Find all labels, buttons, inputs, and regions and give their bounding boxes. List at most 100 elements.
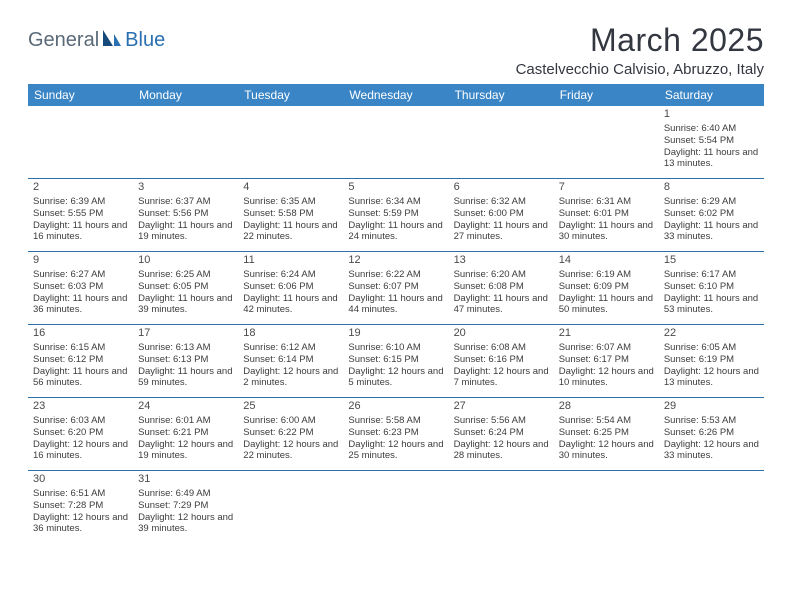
day-number: 30 <box>33 473 128 487</box>
day-cell: 1Sunrise: 6:40 AMSunset: 5:54 PMDaylight… <box>659 106 764 178</box>
day-cell: 22Sunrise: 6:05 AMSunset: 6:19 PMDayligh… <box>659 325 764 397</box>
daylight-line: Daylight: 12 hours and 19 minutes. <box>138 439 233 463</box>
day-number: 29 <box>664 400 759 414</box>
week-row: 23Sunrise: 6:03 AMSunset: 6:20 PMDayligh… <box>28 398 764 471</box>
day-number: 20 <box>454 327 549 341</box>
sunrise-line: Sunrise: 6:39 AM <box>33 196 128 208</box>
sunset-line: Sunset: 5:55 PM <box>33 208 128 220</box>
day-header: Tuesday <box>238 84 343 106</box>
sunset-line: Sunset: 6:00 PM <box>454 208 549 220</box>
sunrise-line: Sunrise: 6:51 AM <box>33 488 128 500</box>
sunrise-line: Sunrise: 6:08 AM <box>454 342 549 354</box>
day-cell: 31Sunrise: 6:49 AMSunset: 7:29 PMDayligh… <box>133 471 238 543</box>
daylight-line: Daylight: 12 hours and 30 minutes. <box>559 439 654 463</box>
empty-cell <box>554 106 659 178</box>
day-cell: 9Sunrise: 6:27 AMSunset: 6:03 PMDaylight… <box>28 252 133 324</box>
day-number: 1 <box>664 108 759 122</box>
week-row: 30Sunrise: 6:51 AMSunset: 7:28 PM Dayligh… <box>28 471 764 543</box>
daylight-line: Daylight: 11 hours and 22 minutes. <box>243 220 338 244</box>
sunrise-line: Sunrise: 6:40 AM <box>664 123 759 135</box>
day-header: Thursday <box>449 84 554 106</box>
daylight-line: Daylight: 12 hours and 39 minutes. <box>138 512 233 536</box>
day-number: 14 <box>559 254 654 268</box>
day-cell: 11Sunrise: 6:24 AMSunset: 6:06 PMDayligh… <box>238 252 343 324</box>
sunset-line: Sunset: 5:56 PM <box>138 208 233 220</box>
daylight-line: Daylight: 11 hours and 44 minutes. <box>348 293 443 317</box>
daylight-line: Daylight: 11 hours and 16 minutes. <box>33 220 128 244</box>
sunset-line: Sunset: 6:26 PM <box>664 427 759 439</box>
calendar-page: General Blue March 2025 Castelvecchio Ca… <box>0 0 792 553</box>
day-cell: 6Sunrise: 6:32 AMSunset: 6:00 PMDaylight… <box>449 179 554 251</box>
sunset-line: Sunset: 6:22 PM <box>243 427 338 439</box>
daylight-line: Daylight: 11 hours and 13 minutes. <box>664 147 759 171</box>
sunset-line: Sunset: 6:05 PM <box>138 281 233 293</box>
sunrise-line: Sunrise: 6:03 AM <box>33 415 128 427</box>
day-header: Friday <box>554 84 659 106</box>
day-number: 17 <box>138 327 233 341</box>
sunrise-line: Sunrise: 6:19 AM <box>559 269 654 281</box>
day-cell: 8Sunrise: 6:29 AMSunset: 6:02 PMDaylight… <box>659 179 764 251</box>
daylight-line: Daylight: 12 hours and 10 minutes. <box>559 366 654 390</box>
sunrise-line: Sunrise: 6:37 AM <box>138 196 233 208</box>
sunset-line: Sunset: 6:24 PM <box>454 427 549 439</box>
day-cell: 20Sunrise: 6:08 AMSunset: 6:16 PMDayligh… <box>449 325 554 397</box>
empty-cell <box>449 106 554 178</box>
daylight-line: Daylight: 12 hours and 33 minutes. <box>664 439 759 463</box>
sunrise-line: Sunrise: 6:49 AM <box>138 488 233 500</box>
sunset-line: Sunset: 6:17 PM <box>559 354 654 366</box>
daylight-line: Daylight: 12 hours and 2 minutes. <box>243 366 338 390</box>
sunrise-line: Sunrise: 6:01 AM <box>138 415 233 427</box>
day-cell: 7Sunrise: 6:31 AMSunset: 6:01 PMDaylight… <box>554 179 659 251</box>
daylight-line: Daylight: 12 hours and 7 minutes. <box>454 366 549 390</box>
daylight-line: Daylight: 11 hours and 39 minutes. <box>138 293 233 317</box>
sunrise-line: Sunrise: 5:53 AM <box>664 415 759 427</box>
week-row: 16Sunrise: 6:15 AMSunset: 6:12 PMDayligh… <box>28 325 764 398</box>
week-row: 9Sunrise: 6:27 AMSunset: 6:03 PMDaylight… <box>28 252 764 325</box>
daylight-line: Daylight: 12 hours and 28 minutes. <box>454 439 549 463</box>
day-number: 2 <box>33 181 128 195</box>
day-header: Wednesday <box>343 84 448 106</box>
sunrise-line: Sunrise: 6:05 AM <box>664 342 759 354</box>
sunset-line: Sunset: 6:14 PM <box>243 354 338 366</box>
day-cell: 4Sunrise: 6:35 AMSunset: 5:58 PMDaylight… <box>238 179 343 251</box>
sunrise-line: Sunrise: 6:07 AM <box>559 342 654 354</box>
sunset-line: Sunset: 6:02 PM <box>664 208 759 220</box>
day-number: 21 <box>559 327 654 341</box>
daylight-line: Daylight: 11 hours and 27 minutes. <box>454 220 549 244</box>
empty-cell <box>343 106 448 178</box>
sunset-line: Sunset: 6:20 PM <box>33 427 128 439</box>
empty-cell <box>133 106 238 178</box>
day-cell: 17Sunrise: 6:13 AMSunset: 6:13 PMDayligh… <box>133 325 238 397</box>
day-cell: 3Sunrise: 6:37 AMSunset: 5:56 PMDaylight… <box>133 179 238 251</box>
day-number: 15 <box>664 254 759 268</box>
daylight-line: Daylight: 12 hours and 16 minutes. <box>33 439 128 463</box>
day-cell: 2Sunrise: 6:39 AMSunset: 5:55 PMDaylight… <box>28 179 133 251</box>
location-subtitle: Castelvecchio Calvisio, Abruzzo, Italy <box>516 61 764 78</box>
sunset-line: Sunset: 6:06 PM <box>243 281 338 293</box>
day-number: 5 <box>348 181 443 195</box>
logo-text-general: General <box>28 29 99 52</box>
daylight-line: Daylight: 12 hours and 22 minutes. <box>243 439 338 463</box>
sunrise-line: Sunrise: 6:25 AM <box>138 269 233 281</box>
sunrise-line: Sunrise: 6:22 AM <box>348 269 443 281</box>
daylight-line: Daylight: 11 hours and 30 minutes. <box>559 220 654 244</box>
sunrise-line: Sunrise: 6:24 AM <box>243 269 338 281</box>
day-cell: 28Sunrise: 5:54 AMSunset: 6:25 PMDayligh… <box>554 398 659 470</box>
empty-cell <box>449 471 554 543</box>
sunrise-line: Sunrise: 6:20 AM <box>454 269 549 281</box>
calendar-grid: SundayMondayTuesdayWednesdayThursdayFrid… <box>28 84 764 543</box>
empty-cell <box>238 471 343 543</box>
day-number: 19 <box>348 327 443 341</box>
sunset-line: Sunset: 6:10 PM <box>664 281 759 293</box>
day-number: 22 <box>664 327 759 341</box>
day-number: 4 <box>243 181 338 195</box>
sunrise-line: Sunrise: 6:35 AM <box>243 196 338 208</box>
day-number: 27 <box>454 400 549 414</box>
sunset-line: Sunset: 6:07 PM <box>348 281 443 293</box>
sunrise-line: Sunrise: 5:56 AM <box>454 415 549 427</box>
sunrise-line: Sunrise: 6:34 AM <box>348 196 443 208</box>
daylight-line: Daylight: 11 hours and 53 minutes. <box>664 293 759 317</box>
day-cell: 13Sunrise: 6:20 AMSunset: 6:08 PMDayligh… <box>449 252 554 324</box>
day-cell: 23Sunrise: 6:03 AMSunset: 6:20 PMDayligh… <box>28 398 133 470</box>
sunset-line: Sunset: 7:28 PM <box>33 500 128 512</box>
